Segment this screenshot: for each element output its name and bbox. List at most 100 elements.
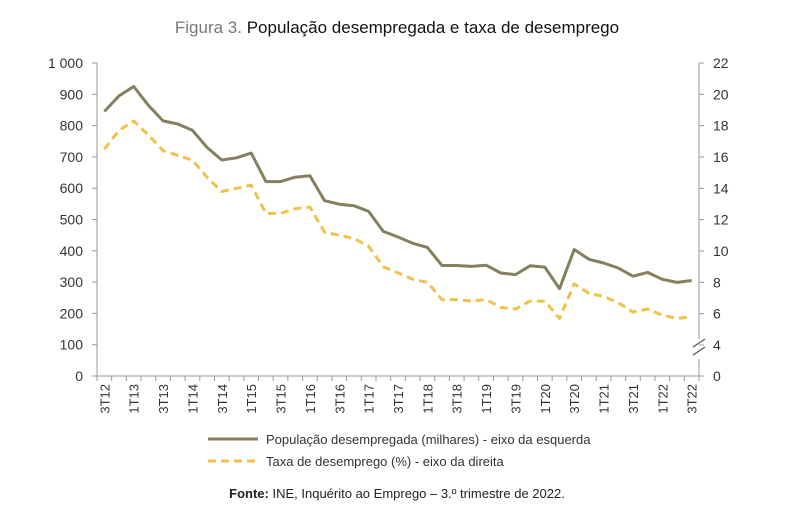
data-point-unemployed [147,104,150,107]
data-point-unemployed [573,248,576,251]
data-point-rate [602,295,605,298]
right-axis-tick-label: 14 [713,180,729,196]
data-point-unemployed [690,279,693,282]
right-axis-tick-label: 22 [713,55,729,71]
data-point-unemployed [411,242,414,245]
data-point-rate [147,134,150,137]
data-point-unemployed [353,204,356,207]
data-point-rate [573,282,576,285]
data-point-unemployed [162,119,165,122]
right-axis-tick-label: 10 [713,243,729,259]
data-point-unemployed [367,210,370,213]
data-point-unemployed [676,281,679,284]
data-point-unemployed [118,94,121,97]
data-point-rate [455,298,458,301]
line-chart: 0 100 200 300 400 500 600 700 800 900 1 000 0 4 6 8 10 1… [48,55,729,469]
data-point-unemployed [323,199,326,202]
data-point-unemployed [617,267,620,270]
right-axis-tick-label: 18 [713,118,729,134]
chart-axes: 0 100 200 300 400 500 600 700 800 900 1 000 0 4 6 8 10 1… [48,55,729,414]
right-axis-tick-label: 6 [713,306,721,322]
data-point-unemployed [426,246,429,249]
source-text: INE, Inquérito ao Emprego – 3.º trimestr… [272,486,565,501]
data-point-rate [485,298,488,301]
chart-title: Figura 3. População desempregada e taxa … [0,18,794,38]
data-point-unemployed [294,176,297,179]
chart-legend: População desempregada (milhares) - eixo… [208,432,591,469]
series-line-rate [103,119,692,320]
data-point-rate [103,148,106,151]
data-point-unemployed [338,203,341,206]
x-axis-tick-label: 3T12 [97,384,112,414]
figure-title: População desempregada e taxa de desempr… [246,18,620,37]
legend-label-rate: Taxa de desemprego (%) - eixo da direita [266,454,505,469]
data-point-rate [323,231,326,234]
x-axis-tick-label: 3T19 [508,384,523,414]
data-point-unemployed [235,156,238,159]
x-axis-tick-label: 1T19 [479,384,494,414]
left-axis-tick-label: 0 [75,368,83,384]
x-axis-tick-label: 1T16 [303,384,318,414]
data-point-rate [191,159,194,162]
left-axis-tick-label: 1 000 [48,55,83,71]
data-point-rate [617,301,620,304]
data-point-unemployed [382,230,385,233]
data-point-rate [250,184,253,187]
data-point-rate [661,314,664,317]
data-point-rate [382,265,385,268]
data-point-unemployed [206,146,209,149]
data-point-rate [499,306,502,309]
data-point-rate [353,237,356,240]
right-axis-tick-label: 0 [713,368,721,384]
data-point-rate [162,149,165,152]
data-point-rate [220,190,223,193]
series-line-unemployed [103,85,692,291]
data-point-unemployed [514,273,517,276]
data-point-rate [646,308,649,311]
left-axis-tick-label: 700 [60,149,84,165]
left-axis-tick-label: 800 [60,118,84,134]
x-axis-tick-label: 1T15 [244,384,259,414]
data-point-unemployed [191,129,194,132]
x-axis-tick-label: 1T18 [420,384,435,414]
data-point-rate [514,308,517,311]
data-point-rate [264,212,267,215]
data-point-rate [118,129,121,132]
data-point-rate [441,298,444,301]
data-point-unemployed [470,265,473,268]
data-point-rate [411,278,414,281]
data-point-unemployed [631,275,634,278]
data-point-unemployed [558,287,561,290]
data-point-rate [176,154,179,157]
data-point-unemployed [455,264,458,267]
data-point-rate [676,317,679,320]
data-point-unemployed [499,272,502,275]
data-point-unemployed [646,271,649,274]
x-axis-tick-label: 3T22 [685,384,700,414]
source-label: Fonte: [229,486,269,501]
x-axis-tick-label: 1T14 [185,384,200,414]
left-axis-tick-label: 200 [60,305,84,321]
figure-number: Figura 3. [174,18,242,37]
data-point-rate [279,212,282,215]
left-axis-tick-label: 300 [60,274,84,290]
data-point-unemployed [543,266,546,269]
data-point-unemployed [602,262,605,265]
x-axis-tick-label: 3T16 [332,384,347,414]
right-axis-tick-label: 8 [713,274,721,290]
right-axis-tick-label: 12 [713,212,729,228]
x-axis-tick-label: 3T20 [567,384,582,414]
x-axis-tick-label: 1T21 [597,384,612,414]
x-axis-tick-label: 3T18 [450,384,465,414]
data-point-rate [308,206,311,209]
data-point-rate [426,281,429,284]
legend-label-unemployed: População desempregada (milhares) - eixo… [266,432,591,447]
right-axis-tick-label: 20 [713,86,729,102]
data-point-unemployed [250,152,253,155]
axis-break-mark [692,346,706,356]
x-axis-tick-label: 3T21 [626,384,641,414]
data-point-rate [543,300,546,303]
data-point-unemployed [441,264,444,267]
data-point-rate [132,120,135,123]
data-point-unemployed [132,85,135,88]
